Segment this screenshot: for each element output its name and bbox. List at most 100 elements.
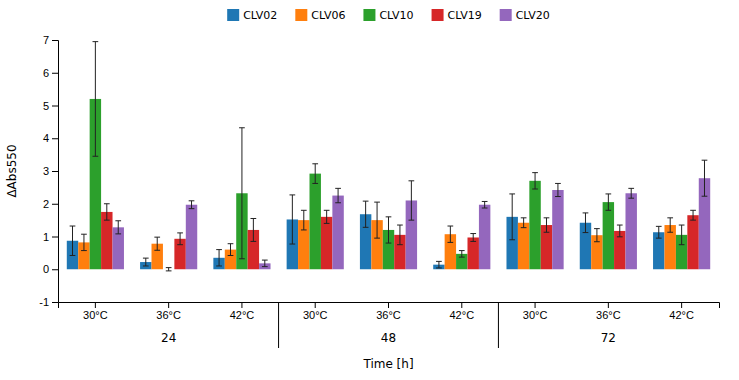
error-bar [532,173,538,189]
tick-label: 30°C [83,309,108,321]
tick: 30°C [523,302,548,321]
error-bar [544,218,550,232]
bar [332,196,343,270]
tick-label: 1 [43,231,49,243]
bar [518,223,529,270]
bar [687,215,698,269]
group-label: 72 [601,331,616,345]
bar [186,205,197,270]
error-bar [656,226,662,238]
axis-line [59,303,720,309]
bar [321,217,332,269]
error-bar [702,160,708,196]
tick-mark [241,302,242,308]
tick-label: 42°C [230,309,255,321]
bar [467,237,478,269]
error-bar [239,128,245,259]
legend-label: CLV02 [243,9,277,22]
tick: 42°C [449,302,474,321]
error-bar [447,226,453,242]
group-separator [278,302,279,348]
tick: 30°C [303,302,328,321]
tick-label: 30°C [523,309,548,321]
error-bar [628,188,634,198]
error-bar [679,225,685,245]
chart: -10123456730°C36°C42°C30°C36°C42°C30°C36… [0,0,739,380]
series [67,194,665,269]
error-bar [470,234,476,242]
tick-mark [535,302,536,308]
error-bar [482,201,488,208]
tick-mark [52,269,58,270]
legend-label: CLV10 [379,9,413,22]
error-bar [605,194,611,210]
error-bar [521,218,527,228]
axis-line [52,41,59,303]
tick-label: 36°C [376,309,401,321]
error-bar [81,234,87,250]
error-bar [324,210,330,223]
error-bar [690,210,696,220]
error-bar [262,260,268,267]
bar [625,193,636,269]
error-bar [335,188,341,202]
group-separator [498,302,499,348]
error-bar [436,261,442,268]
group-label: 48 [381,331,396,345]
error-bar [594,229,600,242]
legend-item: CLV19 [432,9,482,22]
legend: CLV02CLV06CLV10CLV19CLV20 [227,9,550,22]
tick: 36°C [156,302,181,321]
series [113,160,711,269]
error-bar [154,237,160,250]
tick-mark [461,302,462,308]
bar [552,190,563,269]
tick-mark [52,40,58,41]
series [101,204,699,270]
tick-mark [52,138,58,139]
tick: 42°C [230,302,255,321]
tick-label: 6 [43,67,49,79]
tick-label: 36°C [156,309,181,321]
tick-label: 42°C [449,309,474,321]
x-axis: 30°C36°C42°C30°C36°C42°C30°C36°C42°C [59,302,720,321]
error-bar [667,218,673,232]
error-bar [509,194,515,240]
tick-label: 36°C [596,309,621,321]
legend-swatch [432,9,444,21]
tick: 36°C [596,302,621,321]
tick: 2 [43,198,58,210]
series [78,202,676,269]
tick-mark [95,302,96,308]
y-axis-title: ΔAbs550 [5,144,19,197]
tick: 6 [43,67,58,79]
tick-label: 4 [43,132,49,144]
bar [529,181,540,269]
legend-item: CLV02 [227,9,277,22]
tick: 1 [43,231,58,243]
legend-label: CLV06 [311,9,345,22]
error-bar [251,218,257,241]
error-bar [93,42,99,157]
error-bar [617,225,623,237]
tick-label: 30°C [303,309,328,321]
y-axis: -101234567 [39,34,58,308]
tick: 3 [43,165,58,177]
tick: 30°C [83,302,108,321]
legend-swatch [363,9,375,21]
error-bar [177,233,183,245]
tick-label: 2 [43,198,49,210]
error-bar [228,244,234,256]
error-bar [555,183,561,196]
tick-mark [388,302,389,308]
tick: 5 [43,100,58,112]
error-bar [583,213,589,233]
group-label: 24 [161,331,176,345]
error-bar [409,181,415,220]
error-bar [166,268,172,271]
tick-mark [52,237,58,238]
tick-mark [52,204,58,205]
tick: 4 [43,132,58,144]
plot: -10123456730°C36°C42°C30°C36°C42°C30°C36… [5,34,720,371]
error-bar [143,258,149,266]
